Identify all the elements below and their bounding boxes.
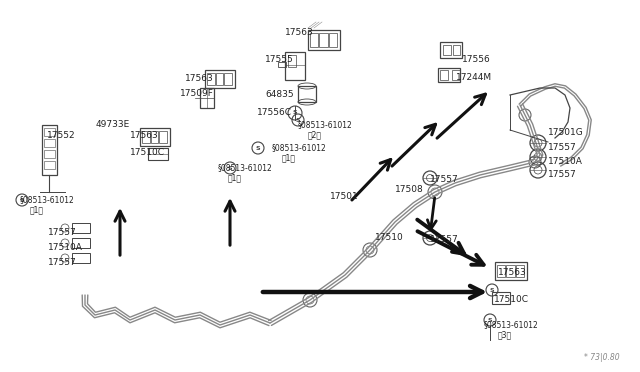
Bar	[285, 52, 305, 80]
Text: 17510A: 17510A	[548, 157, 583, 166]
Text: S: S	[20, 198, 24, 202]
Text: （2）: （2）	[308, 130, 322, 139]
Bar	[72, 253, 90, 263]
Text: 17563: 17563	[285, 28, 314, 37]
Bar	[495, 262, 527, 280]
Text: * 73|0.80: * 73|0.80	[584, 353, 620, 362]
Text: 17556C: 17556C	[257, 108, 292, 117]
Bar	[506, 265, 515, 277]
Text: S: S	[296, 118, 300, 122]
Bar	[516, 265, 524, 277]
Text: S: S	[256, 145, 260, 151]
Bar	[438, 68, 460, 82]
Text: 17556: 17556	[462, 55, 491, 64]
Text: 64835: 64835	[265, 90, 294, 99]
Text: 17510C: 17510C	[494, 295, 529, 304]
Text: （1）: （1）	[30, 205, 44, 214]
Bar	[44, 150, 55, 158]
Text: 17501G: 17501G	[548, 128, 584, 137]
Bar	[443, 45, 451, 55]
Text: §08513-61012: §08513-61012	[272, 143, 327, 152]
Text: 17557: 17557	[48, 258, 77, 267]
Bar	[44, 128, 55, 136]
Text: §08513-61012: §08513-61012	[218, 163, 273, 172]
Bar	[142, 131, 150, 143]
Text: S: S	[488, 317, 492, 323]
Bar	[497, 265, 506, 277]
Text: S: S	[228, 166, 232, 170]
Bar	[159, 131, 167, 143]
Bar	[140, 128, 170, 146]
Bar	[207, 73, 214, 85]
Text: （3）: （3）	[498, 330, 512, 339]
Text: 17563: 17563	[498, 268, 527, 277]
Bar	[150, 131, 158, 143]
Text: §08513-61012: §08513-61012	[298, 120, 353, 129]
Text: 17557: 17557	[548, 170, 577, 179]
Bar	[148, 148, 168, 160]
Bar	[200, 88, 214, 108]
Bar	[319, 33, 328, 47]
Text: 17510: 17510	[375, 233, 404, 242]
Bar	[440, 70, 448, 80]
Bar	[329, 33, 337, 47]
Bar	[72, 238, 90, 248]
Bar	[310, 33, 318, 47]
Bar	[44, 161, 55, 169]
Text: 17563: 17563	[185, 74, 214, 83]
Text: 49733E: 49733E	[96, 120, 131, 129]
Text: （1）: （1）	[228, 173, 242, 182]
Bar	[278, 62, 286, 67]
Text: 17510C: 17510C	[130, 148, 165, 157]
Bar	[298, 86, 316, 102]
Bar	[440, 42, 462, 58]
Text: （1）: （1）	[282, 153, 296, 162]
Text: 17509F: 17509F	[180, 89, 214, 98]
Text: 17244M: 17244M	[456, 73, 492, 82]
Bar	[492, 292, 510, 304]
Bar	[205, 70, 235, 88]
Bar	[44, 139, 55, 147]
Bar	[216, 73, 223, 85]
Text: 17557: 17557	[430, 235, 459, 244]
Bar	[452, 70, 460, 80]
Text: 17508: 17508	[395, 185, 424, 194]
Text: 17557: 17557	[48, 228, 77, 237]
Bar	[453, 45, 460, 55]
Text: 17563: 17563	[130, 131, 159, 140]
Text: 17557: 17557	[430, 175, 459, 184]
Text: 17552: 17552	[47, 131, 76, 140]
Bar	[288, 55, 296, 67]
Text: 17510A: 17510A	[48, 243, 83, 252]
Text: S: S	[490, 288, 494, 292]
Bar	[308, 30, 340, 50]
Text: 17555: 17555	[265, 55, 294, 64]
Text: §08513-61012: §08513-61012	[20, 195, 75, 204]
Text: 17501: 17501	[330, 192, 359, 201]
Bar	[42, 125, 57, 175]
Text: S: S	[292, 110, 298, 115]
Bar	[72, 223, 90, 233]
Text: 17557: 17557	[548, 143, 577, 152]
Text: §08513-61012: §08513-61012	[484, 320, 539, 329]
Bar	[225, 73, 232, 85]
